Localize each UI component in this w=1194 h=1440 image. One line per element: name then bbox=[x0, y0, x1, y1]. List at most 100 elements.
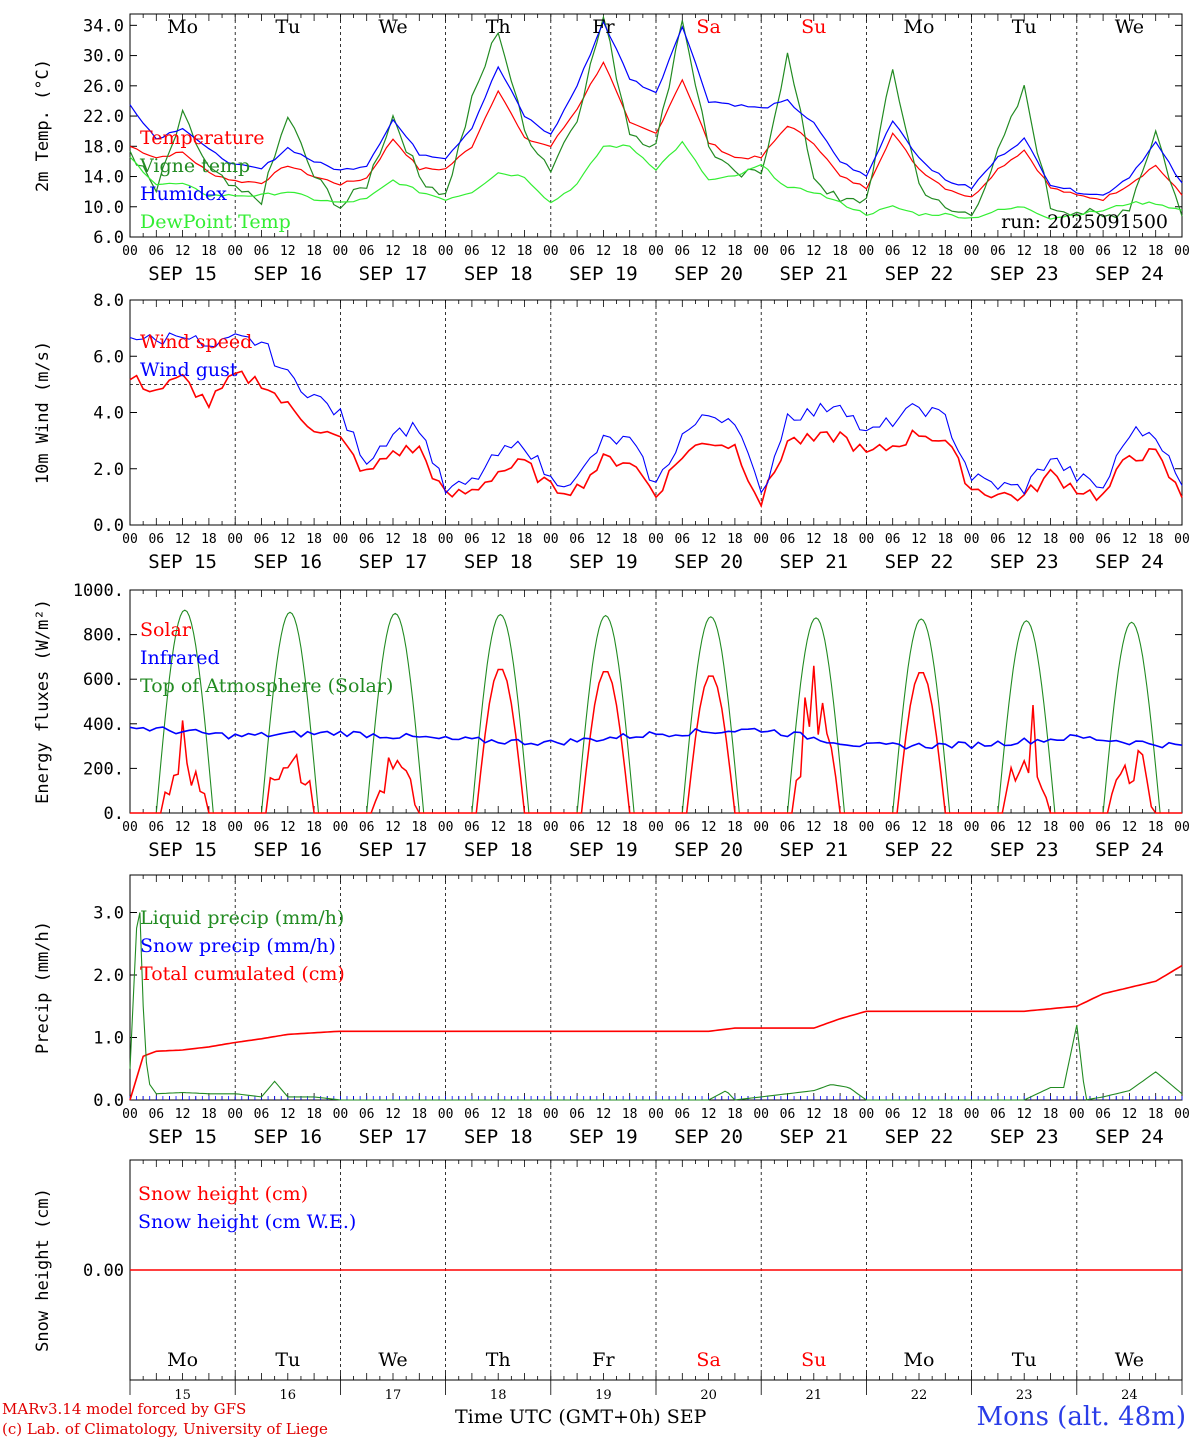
hour-tick-label: 00 bbox=[753, 532, 769, 547]
hour-tick-label: 06 bbox=[148, 532, 164, 547]
hour-tick-label: 12 bbox=[490, 244, 506, 259]
hour-tick-label: 12 bbox=[701, 1107, 717, 1122]
hour-tick-label: 18 bbox=[1043, 1107, 1059, 1122]
legend-entry: Snow height (cm) bbox=[138, 1183, 308, 1205]
hour-tick-label: 18 bbox=[622, 820, 638, 835]
date-label: SEP 24 bbox=[1095, 551, 1164, 573]
y-tick-label: 800. bbox=[83, 626, 124, 646]
legend-entry: Humidex bbox=[140, 183, 227, 205]
date-label: SEP 22 bbox=[885, 551, 954, 573]
day-name: Tu bbox=[1012, 16, 1037, 38]
date-label: SEP 18 bbox=[464, 1126, 533, 1148]
hour-tick-label: 18 bbox=[622, 532, 638, 547]
date-label: SEP 21 bbox=[779, 263, 848, 285]
legend-entry: Temperature bbox=[140, 127, 264, 149]
hour-tick-label: 18 bbox=[937, 1107, 953, 1122]
y-tick-label: 34.0 bbox=[83, 16, 124, 36]
hour-tick-label: 12 bbox=[596, 244, 612, 259]
hour-tick-label: 00 bbox=[1069, 1107, 1085, 1122]
hour-tick-label: 18 bbox=[1148, 244, 1164, 259]
day-number: 17 bbox=[385, 1388, 402, 1403]
date-label: SEP 17 bbox=[359, 263, 428, 285]
day-number: 24 bbox=[1121, 1388, 1138, 1403]
hour-tick-label: 06 bbox=[148, 244, 164, 259]
hour-tick-label: 00 bbox=[859, 820, 875, 835]
hour-tick-label: 18 bbox=[201, 244, 217, 259]
hour-tick-label: 06 bbox=[254, 1107, 270, 1122]
wind-line-wind-gust bbox=[129, 332, 1183, 496]
hour-tick-label: 12 bbox=[806, 532, 822, 547]
hour-tick-label: 00 bbox=[753, 820, 769, 835]
hour-tick-label: 18 bbox=[832, 1107, 848, 1122]
date-label: SEP 21 bbox=[779, 551, 848, 573]
hour-tick-label: 12 bbox=[280, 820, 296, 835]
wind-line-wind-speed bbox=[129, 370, 1183, 508]
date-label: SEP 24 bbox=[1095, 1126, 1164, 1148]
day-name: Tu bbox=[275, 1349, 300, 1371]
hour-tick-label: 18 bbox=[411, 820, 427, 835]
hour-tick-label: 06 bbox=[1095, 244, 1111, 259]
hour-tick-label: 06 bbox=[885, 1107, 901, 1122]
day-name: Su bbox=[801, 16, 826, 38]
hour-tick-label: 18 bbox=[306, 820, 322, 835]
legend-entry: Total cumulated (cm) bbox=[140, 963, 345, 985]
hour-tick-label: 06 bbox=[569, 532, 585, 547]
temp-line-humidex bbox=[129, 20, 1183, 196]
hour-tick-label: 06 bbox=[674, 820, 690, 835]
y-tick-label: 2.0 bbox=[93, 966, 124, 986]
date-label: SEP 16 bbox=[253, 839, 322, 861]
legend-entry: Vigne temp bbox=[139, 155, 250, 177]
y-axis-label: 10m Wind (m/s) bbox=[33, 341, 53, 484]
legend-entry: Solar bbox=[140, 619, 192, 641]
hour-tick-label: 00 bbox=[438, 244, 454, 259]
y-axis-label: 2m Temp. (°C) bbox=[33, 59, 53, 192]
hour-tick-label: 00 bbox=[859, 1107, 875, 1122]
day-name: Tu bbox=[1012, 1349, 1037, 1371]
hour-tick-label: 18 bbox=[306, 1107, 322, 1122]
hour-tick-label: 00 bbox=[648, 1107, 664, 1122]
station-name: Mons (alt. 48m) bbox=[976, 1402, 1186, 1432]
date-label: SEP 24 bbox=[1095, 263, 1164, 285]
date-label: SEP 18 bbox=[464, 839, 533, 861]
y-tick-label: 10.0 bbox=[83, 198, 124, 218]
temp-line-temperature bbox=[129, 60, 1183, 202]
date-label: SEP 19 bbox=[569, 839, 638, 861]
hour-tick-label: 12 bbox=[490, 1107, 506, 1122]
hour-tick-label: 18 bbox=[201, 1107, 217, 1122]
date-label: SEP 22 bbox=[885, 839, 954, 861]
legend-entry: Wind speed bbox=[140, 331, 252, 353]
hour-tick-label: 12 bbox=[175, 1107, 191, 1122]
hour-tick-label: 18 bbox=[1148, 1107, 1164, 1122]
legend-entry: Top of Atmosphere (Solar) bbox=[140, 675, 393, 697]
hour-tick-label: 00 bbox=[333, 244, 349, 259]
hour-tick-label: 12 bbox=[385, 532, 401, 547]
hour-tick-label: 18 bbox=[832, 820, 848, 835]
hour-tick-label: 06 bbox=[254, 532, 270, 547]
hour-tick-label: 12 bbox=[701, 244, 717, 259]
hour-tick-label: 18 bbox=[517, 532, 533, 547]
hour-tick-label: 06 bbox=[990, 1107, 1006, 1122]
hour-tick-label: 06 bbox=[990, 820, 1006, 835]
hour-tick-label: 00 bbox=[543, 244, 559, 259]
hour-tick-label: 06 bbox=[885, 820, 901, 835]
hour-tick-label: 06 bbox=[359, 820, 375, 835]
hour-tick-label: 18 bbox=[727, 1107, 743, 1122]
temp-line-vigne-temp bbox=[129, 14, 1183, 219]
y-tick-label: 30.0 bbox=[83, 47, 124, 67]
day-name: Fr bbox=[592, 16, 615, 38]
date-label: SEP 15 bbox=[148, 551, 217, 573]
hour-tick-label: 12 bbox=[596, 1107, 612, 1122]
date-label: SEP 24 bbox=[1095, 839, 1164, 861]
day-name: Tu bbox=[275, 16, 300, 38]
hour-tick-label: 06 bbox=[569, 244, 585, 259]
hour-tick-label: 18 bbox=[201, 532, 217, 547]
date-label: SEP 16 bbox=[253, 1126, 322, 1148]
hour-tick-label: 12 bbox=[385, 244, 401, 259]
day-number: 21 bbox=[806, 1388, 823, 1403]
day-name: We bbox=[378, 16, 407, 38]
y-tick-label: 0.00 bbox=[83, 1261, 124, 1281]
hour-tick-label: 12 bbox=[806, 820, 822, 835]
hour-tick-label: 18 bbox=[937, 532, 953, 547]
legend-entry: Snow height (cm W.E.) bbox=[138, 1211, 356, 1233]
hour-tick-label: 18 bbox=[1148, 532, 1164, 547]
